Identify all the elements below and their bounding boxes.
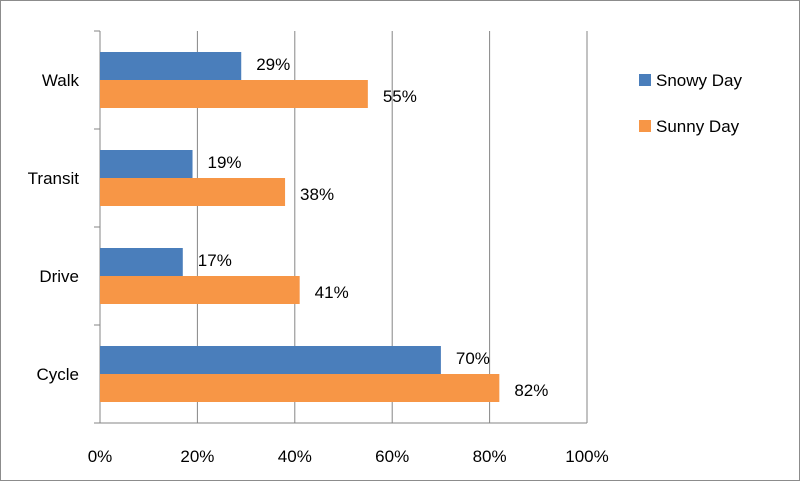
x-tick-label: 80% — [473, 447, 507, 466]
data-label: 82% — [514, 381, 548, 400]
category-label: Walk — [42, 71, 80, 90]
x-tick-label: 60% — [375, 447, 409, 466]
legend-label: Snowy Day — [656, 71, 742, 90]
x-tick-label: 100% — [565, 447, 608, 466]
data-label: 19% — [208, 153, 242, 172]
category-label: Drive — [39, 267, 79, 286]
x-tick-label: 20% — [180, 447, 214, 466]
bar-snowy-day — [100, 52, 242, 80]
data-label: 17% — [198, 251, 232, 270]
bar-sunny-day — [100, 80, 368, 108]
data-label: 41% — [315, 283, 349, 302]
bar-snowy-day — [100, 248, 183, 276]
category-label: Transit — [28, 169, 80, 188]
bar-snowy-day — [100, 346, 441, 374]
legend-label: Sunny Day — [656, 117, 740, 136]
x-tick-label: 0% — [88, 447, 113, 466]
data-label: 70% — [456, 349, 490, 368]
data-label: 29% — [256, 55, 290, 74]
data-label: 55% — [383, 87, 417, 106]
bar-sunny-day — [100, 374, 500, 402]
bar-sunny-day — [100, 276, 300, 304]
legend-swatch — [639, 74, 651, 86]
legend-swatch — [639, 120, 651, 132]
bar-sunny-day — [100, 178, 286, 206]
bar-snowy-day — [100, 150, 193, 178]
x-tick-label: 40% — [278, 447, 312, 466]
category-label: Cycle — [36, 365, 79, 384]
data-label: 38% — [300, 185, 334, 204]
